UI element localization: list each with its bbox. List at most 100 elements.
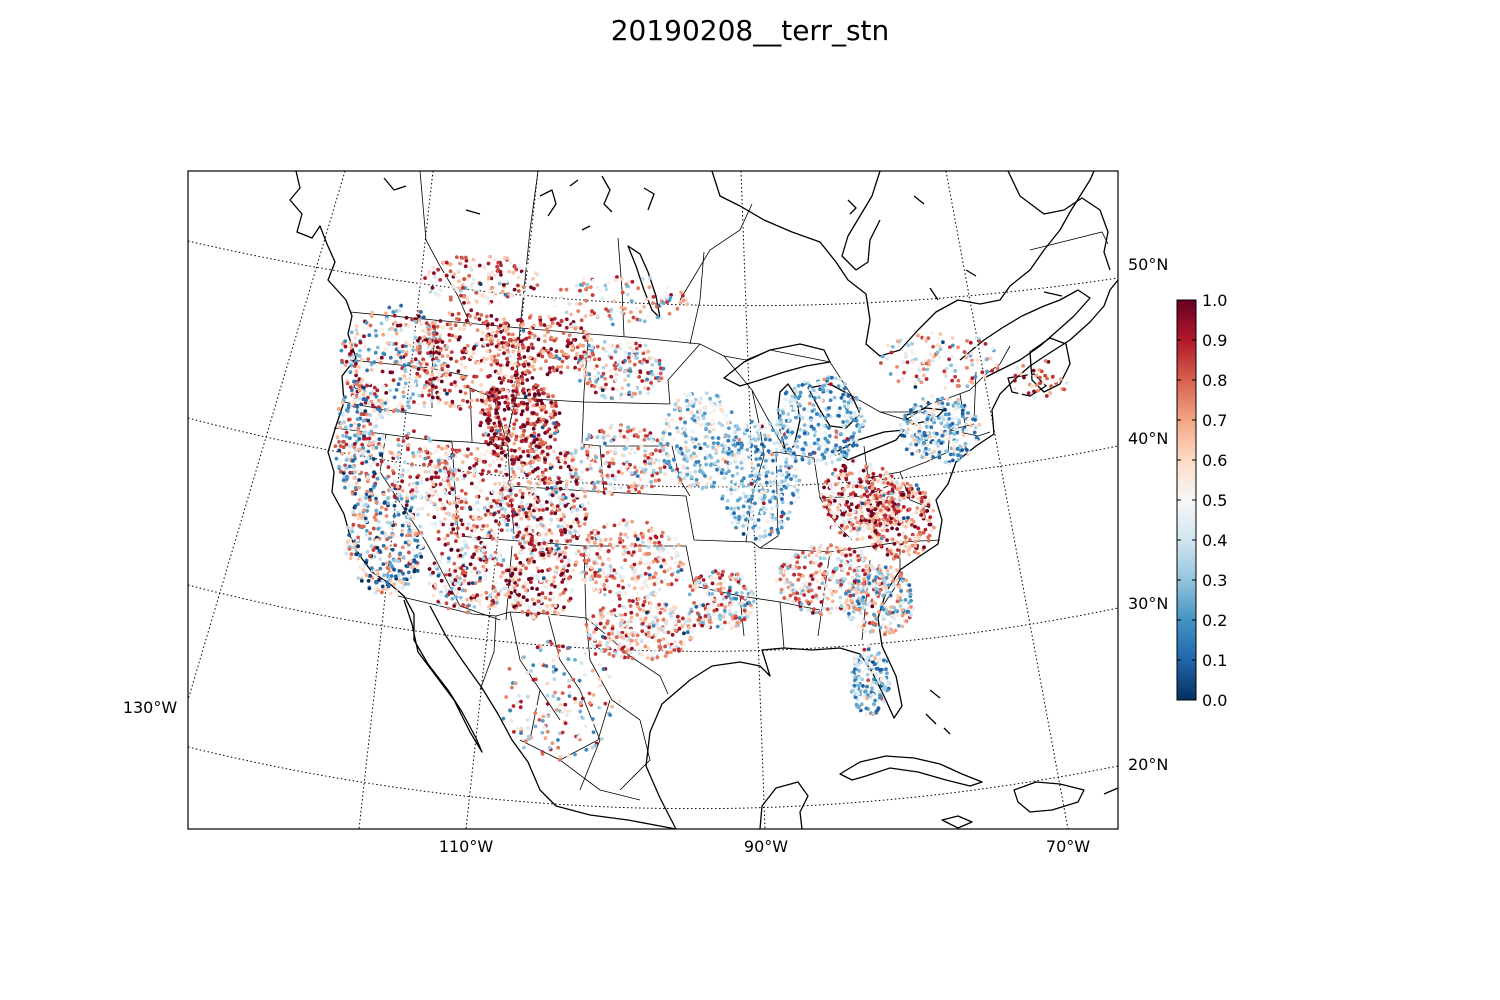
station-dot <box>768 499 772 504</box>
station-dot <box>768 476 772 481</box>
station-dot <box>837 410 842 415</box>
station-dot <box>622 447 627 451</box>
station-dot <box>427 567 432 571</box>
station-dot <box>354 361 358 366</box>
station-dot <box>348 385 353 390</box>
station-dot <box>510 568 515 573</box>
station-dot <box>533 383 538 387</box>
station-dot <box>539 387 544 392</box>
station-dot <box>428 500 433 504</box>
station-dot <box>513 598 518 602</box>
station-dot <box>416 314 421 318</box>
station-dot <box>500 395 505 400</box>
station-dot <box>711 484 716 489</box>
station-dot <box>696 419 701 424</box>
station-dot <box>819 398 824 403</box>
station-dot <box>657 478 661 482</box>
station-dot <box>740 457 745 462</box>
station-dot <box>603 395 608 400</box>
station-dot <box>678 640 683 644</box>
station-dot <box>429 353 433 358</box>
station-dot <box>433 449 438 454</box>
station-dot <box>588 463 593 467</box>
station-dot <box>527 558 532 563</box>
station-dot <box>470 555 475 559</box>
station-dot <box>513 449 517 453</box>
station-dot <box>489 339 494 344</box>
station-dot <box>567 576 571 581</box>
station-dot <box>379 355 384 360</box>
station-dot <box>427 388 432 393</box>
station-dot <box>509 503 514 508</box>
station-dot <box>763 533 768 538</box>
station-dot <box>524 527 529 532</box>
station-dot <box>587 386 592 391</box>
station-dot <box>737 514 741 519</box>
station-dot <box>427 470 432 474</box>
station-dot <box>660 452 664 457</box>
station-dot <box>497 522 501 526</box>
station-dot <box>484 439 488 444</box>
station-dot <box>574 560 579 565</box>
station-dot <box>655 438 660 443</box>
station-dot <box>810 409 815 413</box>
station-dot <box>348 341 353 345</box>
station-dot <box>477 457 482 462</box>
station-dot <box>444 373 448 378</box>
station-dot <box>559 458 564 463</box>
station-dot <box>386 465 391 470</box>
station-dot <box>417 336 422 340</box>
station-dot <box>435 506 440 511</box>
station-dot <box>511 513 515 518</box>
station-dot <box>454 335 458 339</box>
station-dot <box>499 367 503 372</box>
station-dot <box>775 493 780 498</box>
station-dot <box>664 445 668 450</box>
station-dot <box>497 376 502 381</box>
station-dot <box>388 388 393 393</box>
station-dot <box>651 620 655 625</box>
station-dot <box>810 459 814 464</box>
station-dot <box>487 413 492 418</box>
station-dot <box>504 394 508 399</box>
station-dot <box>343 363 348 368</box>
station-dot <box>647 572 652 577</box>
station-dot <box>717 421 722 425</box>
station-dot <box>556 586 561 590</box>
station-dot <box>526 517 531 521</box>
station-dot <box>404 533 409 538</box>
station-dot <box>859 494 864 499</box>
station-dot <box>643 484 648 488</box>
station-dot <box>430 491 435 495</box>
station-dot <box>355 538 360 543</box>
station-dot <box>357 354 362 358</box>
station-dot <box>598 643 602 647</box>
station-dot <box>529 464 534 469</box>
north-coast-bits <box>383 175 1063 301</box>
station-dot <box>645 595 650 600</box>
station-dot <box>443 542 448 547</box>
station-dot <box>416 449 421 454</box>
station-dot <box>390 533 395 538</box>
station-dot <box>764 474 769 478</box>
station-dot <box>583 354 588 359</box>
station-dot <box>504 430 509 434</box>
station-dot <box>626 489 631 494</box>
station-dot <box>446 354 450 358</box>
station-dot <box>571 338 576 342</box>
station-dot <box>846 505 851 509</box>
station-dot <box>411 348 415 353</box>
station-dot <box>436 459 441 463</box>
station-dot <box>658 470 663 474</box>
station-dot <box>367 333 372 338</box>
station-dot <box>395 404 400 408</box>
station-dot <box>414 554 419 558</box>
station-dot <box>510 454 515 459</box>
station-dot <box>643 434 648 438</box>
station-dot <box>402 577 407 581</box>
station-dot <box>647 459 652 463</box>
station-dot <box>526 486 530 491</box>
station-dot <box>529 422 533 427</box>
station-dot <box>594 627 598 632</box>
station-dot <box>590 536 594 540</box>
